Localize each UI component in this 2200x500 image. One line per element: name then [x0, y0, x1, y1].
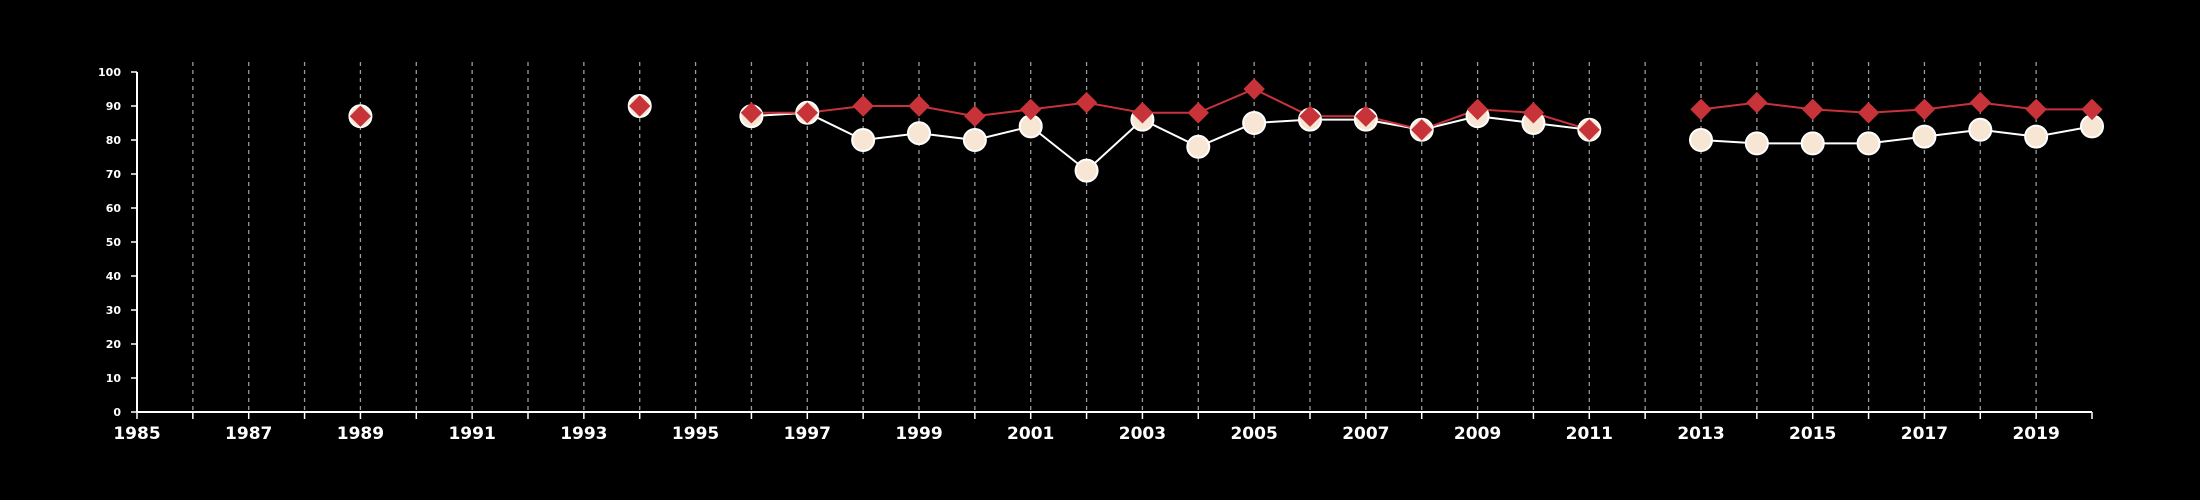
x-tick-label-1985: 1985: [113, 424, 160, 444]
series-2-point-1994: [629, 95, 651, 117]
series-2-point-2019: [2025, 98, 2047, 121]
series-2-point-1999: [908, 95, 930, 117]
x-tick-label-2019: 2019: [2012, 424, 2059, 444]
x-tick-label-1999: 1999: [895, 424, 942, 444]
x-tick-label-2007: 2007: [1342, 424, 1389, 444]
axis-layer: 0 10 20 30 40 50 60 70 80 90 100 1985 1987 1989 1991 19…: [98, 66, 2093, 444]
x-tick-label-2005: 2005: [1230, 424, 1277, 444]
series-1-point-2002: [1074, 158, 1099, 183]
y-tick-label-10: 10: [106, 372, 122, 385]
series-2-point-2017: [1913, 98, 1936, 121]
series-1-point-2013: [1689, 128, 1713, 152]
x-tick-label-1995: 1995: [672, 424, 719, 444]
series-1-point-2015: [1800, 131, 1825, 156]
series-layer: [348, 78, 2104, 183]
series-2-point-1998: [852, 95, 874, 117]
y-tick-label-100: 100: [98, 66, 121, 79]
y-tick-label-50: 50: [106, 236, 122, 249]
x-tick-label-2017: 2017: [1901, 424, 1948, 444]
series-1-point-2014: [1744, 131, 1769, 156]
series-1-point-2005: [1242, 111, 1267, 135]
series-2-point-1996: [740, 102, 763, 124]
y-tick-label-40: 40: [106, 270, 122, 283]
series-2-point-2003: [1131, 102, 1154, 124]
series-2-point-2008: [1411, 119, 1433, 141]
y-tick-label-0: 0: [113, 406, 121, 419]
series-2-point-2018: [1969, 91, 1991, 114]
series-1-point-1998: [851, 128, 876, 152]
x-tick-label-2001: 2001: [1007, 424, 1054, 444]
y-tick-label-20: 20: [106, 338, 122, 351]
series-1-line-1: [751, 111, 1590, 172]
x-tick-label-1993: 1993: [560, 424, 607, 444]
grid-layer: [192, 62, 2037, 412]
series-2-point-2015: [1802, 98, 1824, 121]
series-2-point-2010: [1522, 102, 1545, 124]
series-2-point-1989: [349, 105, 372, 127]
series-2-point-2000: [964, 105, 986, 127]
x-tick-label-2011: 2011: [1566, 424, 1613, 444]
series-2-point-2009: [1466, 98, 1489, 121]
series-1-point-2016: [1856, 131, 1881, 156]
series-2-point-2014: [1746, 91, 1768, 114]
series-2-point-2016: [1857, 102, 1880, 124]
series-1-point-2000: [962, 128, 987, 152]
series-2-point-2006: [1299, 105, 1321, 127]
x-tick-label-1989: 1989: [337, 424, 384, 444]
x-tick-label-2003: 2003: [1119, 424, 1166, 444]
x-tick-label-1991: 1991: [448, 424, 495, 444]
series-2-line-1: [751, 87, 1590, 131]
series-2-point-1997: [796, 102, 818, 124]
series-1-point-1999: [907, 121, 931, 146]
series-2-point-2001: [1020, 98, 1042, 121]
y-tick-label-60: 60: [106, 202, 122, 215]
series-1-point-2019: [2024, 124, 2049, 149]
y-tick-label-30: 30: [106, 304, 122, 317]
y-tick-label-90: 90: [106, 100, 122, 113]
series-2-point-2005: [1243, 78, 1265, 100]
series-2-point-2004: [1187, 102, 1209, 124]
series-1-point-2018: [1968, 117, 1993, 142]
series-1-point-2004: [1186, 134, 1211, 159]
series-1-point-2017: [1912, 124, 1937, 149]
series-2-point-2020: [2081, 98, 2103, 121]
x-tick-label-2013: 2013: [1677, 424, 1724, 444]
x-tick-label-1987: 1987: [225, 424, 272, 444]
y-tick-label-80: 80: [106, 134, 122, 147]
x-tick-label-2009: 2009: [1454, 424, 1501, 444]
x-tick-label-2015: 2015: [1789, 424, 1836, 444]
series-2-point-2013: [1690, 98, 1712, 121]
y-tick-label-70: 70: [106, 168, 122, 181]
series-2-point-2002: [1075, 91, 1098, 114]
x-tick-label-1997: 1997: [784, 424, 831, 444]
series-2-point-2007: [1355, 105, 1377, 127]
series-2-point-2011: [1578, 119, 1600, 141]
